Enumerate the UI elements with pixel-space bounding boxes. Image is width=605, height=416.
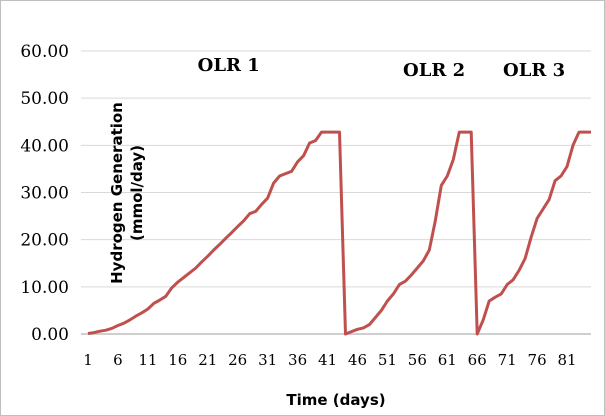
x-tick-label: 76 bbox=[528, 351, 547, 369]
y-axis-title-line-2: (mmol/day) bbox=[128, 145, 146, 241]
phase-label: OLR 1 bbox=[198, 55, 260, 76]
x-tick-label: 6 bbox=[113, 351, 123, 369]
x-tick-label: 46 bbox=[348, 351, 367, 369]
gridlines bbox=[81, 50, 591, 288]
y-tick-label: 20.00 bbox=[20, 231, 69, 251]
x-tick-label: 36 bbox=[288, 351, 307, 369]
x-tick-label: 81 bbox=[557, 351, 576, 369]
x-tick-label: 41 bbox=[318, 351, 337, 369]
phase-annotations: OLR 1 OLR 2 OLR 3 bbox=[198, 55, 565, 81]
y-tick-label: 40.00 bbox=[20, 136, 69, 156]
y-axis-title-line-1: Hydrogen Generation bbox=[108, 102, 126, 284]
y-tick-label: 30.00 bbox=[20, 184, 69, 204]
x-tick-label: 51 bbox=[378, 351, 397, 369]
y-tick-label: 0.00 bbox=[31, 325, 69, 345]
x-tick-label: 16 bbox=[168, 351, 187, 369]
phase-label: OLR 2 bbox=[403, 60, 465, 81]
y-tick-label: 10.00 bbox=[20, 278, 69, 298]
x-tick-label: 61 bbox=[438, 351, 457, 369]
x-tick-label: 11 bbox=[138, 351, 157, 369]
x-tick-label: 66 bbox=[468, 351, 487, 369]
y-tick-label: 50.00 bbox=[20, 89, 69, 109]
hydrogen-series-line bbox=[87, 130, 591, 336]
x-axis-title: Time (days) bbox=[286, 391, 385, 409]
x-tick-labels: 1 6 11 16 21 26 31 36 41 46 51 56 61 66 71 76 81 bbox=[83, 351, 576, 369]
x-tick-label: 71 bbox=[498, 351, 517, 369]
x-tick-label: 26 bbox=[228, 351, 247, 369]
phase-label: OLR 3 bbox=[503, 60, 565, 81]
x-tick-label: 31 bbox=[258, 351, 277, 369]
y-tick-label: 60.00 bbox=[20, 42, 69, 62]
x-tick-label: 1 bbox=[83, 351, 93, 369]
x-tick-label: 21 bbox=[198, 351, 217, 369]
x-tick-label: 56 bbox=[408, 351, 427, 369]
y-tick-labels: 0.00 10.00 20.00 30.00 40.00 50.00 60.00 bbox=[20, 42, 69, 345]
